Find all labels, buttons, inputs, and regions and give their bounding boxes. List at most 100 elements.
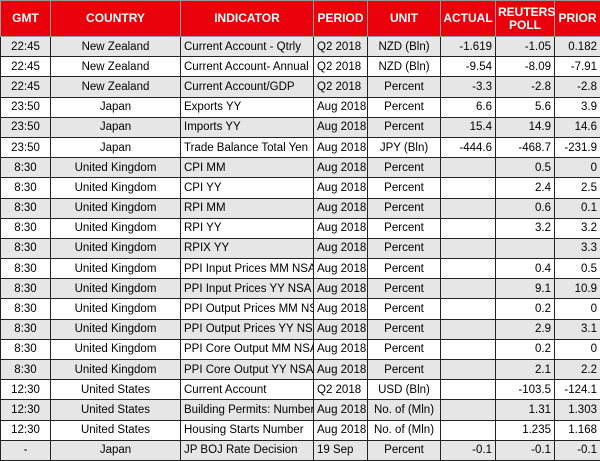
table-cell: Percent <box>367 237 441 260</box>
table-row: 12:30 United States Building Permits: Numb… <box>0 399 600 421</box>
table-cell: United Kingdom <box>50 237 181 260</box>
table-cell: 8:30 <box>0 318 51 340</box>
table-cell <box>495 237 555 260</box>
table-cell: -0.1 <box>440 439 496 461</box>
table-cell: Aug 2018 <box>313 217 368 239</box>
table-cell: 2.9 <box>495 318 555 340</box>
table-cell <box>440 379 496 401</box>
table-cell: 1.303 <box>554 399 600 421</box>
table-cell: Imports YY <box>180 116 314 138</box>
table-row: 23:50 Japan Exports YY Aug 2018 Percent 6.6 5.… <box>0 96 600 118</box>
table-cell: 1.168 <box>554 419 600 441</box>
table-cell: 0.182 <box>554 35 600 58</box>
table-cell: PPI Input Prices YY NSA <box>180 278 314 300</box>
table-cell: 0.5 <box>495 157 555 179</box>
table-cell: Percent <box>367 116 441 138</box>
table-cell: 15.4 <box>440 116 496 138</box>
table-cell: CPI YY <box>180 177 314 199</box>
table-cell: 2.5 <box>554 177 600 199</box>
table-row: 22:45 New Zealand Current Account- Annual Q… <box>0 56 600 78</box>
table-cell: Percent <box>367 298 441 320</box>
table-cell: 8:30 <box>0 278 51 300</box>
table-cell: Japan <box>50 136 181 159</box>
table-cell: Aug 2018 <box>313 338 368 361</box>
table-cell: JPY (Bln) <box>367 136 441 159</box>
table-cell: Aug 2018 <box>313 358 368 381</box>
table-cell: Percent <box>367 338 441 361</box>
table-cell: -9.54 <box>440 56 496 78</box>
table-cell: -1.05 <box>495 35 555 58</box>
table-row: 12:30 United States Current Account Q2 2018… <box>0 379 600 401</box>
table-cell: 14.9 <box>495 116 555 138</box>
table-row: 8:30 United Kingdom PPI Core Output MM NSA… <box>0 338 600 361</box>
table-cell: United States <box>50 379 181 401</box>
table-cell: Aug 2018 <box>313 136 368 159</box>
table-row: - Japan JP BOJ Rate Decision 19 Sep Percent -… <box>0 439 600 461</box>
table-row: 23:50 Japan Imports YY Aug 2018 Percent 15.4 1… <box>0 116 600 138</box>
table-cell: United Kingdom <box>50 278 181 300</box>
table-cell: 22:45 <box>0 76 51 98</box>
column-header: ACTUAL <box>440 0 496 37</box>
table-cell: United Kingdom <box>50 338 181 361</box>
table-cell <box>440 318 496 340</box>
table-cell: 22:45 <box>0 35 51 58</box>
table-cell: United Kingdom <box>50 197 181 219</box>
table-row: 8:30 United Kingdom PPI Core Output YY NSA… <box>0 358 600 381</box>
table-cell: -0.1 <box>554 439 600 461</box>
table-cell: 8:30 <box>0 197 51 219</box>
table-cell: -124.1 <box>554 379 600 401</box>
column-header: PERIOD <box>313 0 368 37</box>
table-cell: -2.8 <box>554 76 600 98</box>
table-cell: -231.9 <box>554 136 600 159</box>
table-cell: Aug 2018 <box>313 318 368 340</box>
table-cell: PPI Core Output YY NSA <box>180 358 314 381</box>
table-cell: United Kingdom <box>50 177 181 199</box>
table-cell <box>440 258 496 280</box>
table-cell: 8:30 <box>0 217 51 239</box>
table-cell: 0.2 <box>495 298 555 320</box>
column-header: INDICATOR <box>180 0 314 37</box>
table-cell: 2.1 <box>495 358 555 381</box>
table-cell: Percent <box>367 258 441 280</box>
table-cell: 0.5 <box>554 258 600 280</box>
table-cell: Exports YY <box>180 96 314 118</box>
table-cell: 1.235 <box>495 419 555 441</box>
table-cell: 8:30 <box>0 157 51 179</box>
table-cell: -468.7 <box>495 136 555 159</box>
table-cell: Aug 2018 <box>313 96 368 118</box>
table-cell <box>440 177 496 199</box>
table-cell: United Kingdom <box>50 258 181 280</box>
table-cell: RPI YY <box>180 217 314 239</box>
table-cell: -103.5 <box>495 379 555 401</box>
table-cell: 8:30 <box>0 258 51 280</box>
table-cell: New Zealand <box>50 76 181 98</box>
table-cell: Percent <box>367 358 441 381</box>
table-cell: Current Account/GDP <box>180 76 314 98</box>
table-cell: 1.31 <box>495 399 555 421</box>
table-cell: 0 <box>554 298 600 320</box>
table-cell: 23:50 <box>0 116 51 138</box>
table-cell: Q2 2018 <box>313 35 368 58</box>
table-cell <box>440 157 496 179</box>
table-cell: 0.2 <box>495 338 555 361</box>
table-cell: 3.2 <box>554 217 600 239</box>
table-cell: United States <box>50 419 181 441</box>
table-cell: -2.8 <box>495 76 555 98</box>
table-cell: Trade Balance Total Yen <box>180 136 314 159</box>
table-cell: Percent <box>367 278 441 300</box>
table-cell: United Kingdom <box>50 157 181 179</box>
table-cell: NZD (Bln) <box>367 35 441 58</box>
table-cell: Japan <box>50 116 181 138</box>
table-cell: Building Permits: Number <box>180 399 314 421</box>
table-cell <box>440 419 496 441</box>
table-cell: 12:30 <box>0 419 51 441</box>
table-cell: Q2 2018 <box>313 76 368 98</box>
table-cell: Percent <box>367 197 441 219</box>
table-cell: Japan <box>50 439 181 461</box>
table-cell: 0 <box>554 338 600 361</box>
table-cell: Percent <box>367 318 441 340</box>
table-cell: Aug 2018 <box>313 116 368 138</box>
table-cell: Percent <box>367 217 441 239</box>
